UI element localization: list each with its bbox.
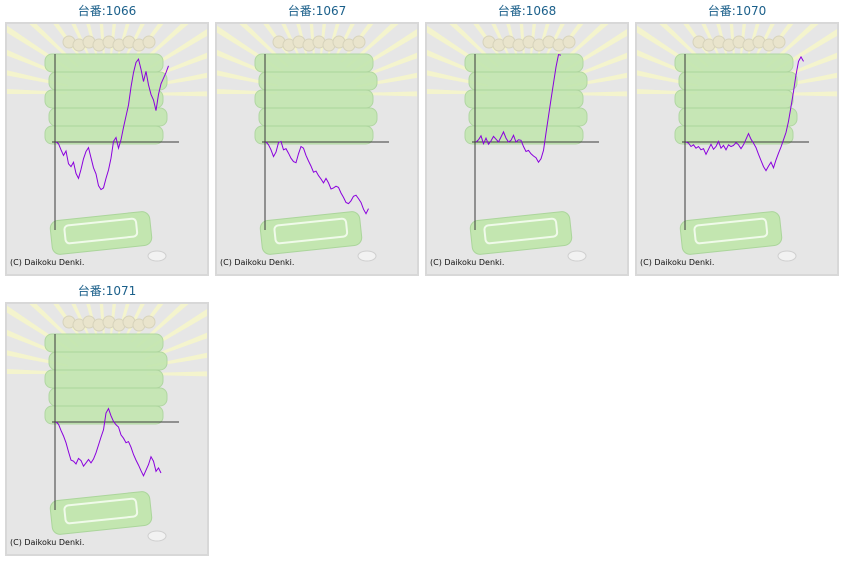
slump-graph-svg [637, 24, 837, 262]
slump-graph[interactable]: (C) Daikoku Denki. [635, 22, 839, 276]
machine-card: 台番:1066 (C) Daikoku Denki. [5, 0, 209, 276]
copyright-text: (C) Daikoku Denki. [10, 538, 85, 547]
slump-graph-svg [217, 24, 417, 262]
machine-card: 台番:1070 (C) Daikoku Denki. [635, 0, 839, 276]
slump-series-line [55, 57, 169, 191]
slump-series-line [265, 140, 369, 215]
pachinko-machine-watermark-icon [7, 304, 207, 542]
slump-graph-svg [7, 304, 207, 542]
slump-series-line [475, 53, 562, 164]
slump-graph[interactable]: (C) Daikoku Denki. [425, 22, 629, 276]
copyright-text: (C) Daikoku Denki. [10, 258, 85, 267]
slump-graph-svg [7, 24, 207, 262]
machine-title-link[interactable]: 台番:1070 [707, 4, 767, 18]
pachinko-machine-watermark-icon [7, 24, 207, 262]
slump-graph-svg [427, 24, 627, 262]
machine-title-link[interactable]: 台番:1066 [77, 4, 137, 18]
slump-series-line [685, 55, 804, 172]
pachinko-machine-watermark-icon [637, 24, 837, 262]
pachinko-machine-watermark-icon [427, 24, 627, 262]
slump-graph[interactable]: (C) Daikoku Denki. [5, 22, 209, 276]
machine-title-link[interactable]: 台番:1068 [497, 4, 557, 18]
machine-title-link[interactable]: 台番:1067 [287, 4, 347, 18]
machine-card: 台番:1067 (C) Daikoku Denki. [215, 0, 419, 276]
slump-graph[interactable]: (C) Daikoku Denki. [5, 302, 209, 556]
machine-title-link[interactable]: 台番:1071 [77, 284, 137, 298]
slump-graph[interactable]: (C) Daikoku Denki. [215, 22, 419, 276]
copyright-text: (C) Daikoku Denki. [430, 258, 505, 267]
copyright-text: (C) Daikoku Denki. [640, 258, 715, 267]
pachinko-machine-watermark-icon [217, 24, 417, 262]
copyright-text: (C) Daikoku Denki. [220, 258, 295, 267]
machine-card: 台番:1071 (C) Daikoku Denki. [5, 280, 209, 556]
machine-card: 台番:1068 (C) Daikoku Denki. [425, 0, 629, 276]
slump-series-line [55, 407, 162, 477]
